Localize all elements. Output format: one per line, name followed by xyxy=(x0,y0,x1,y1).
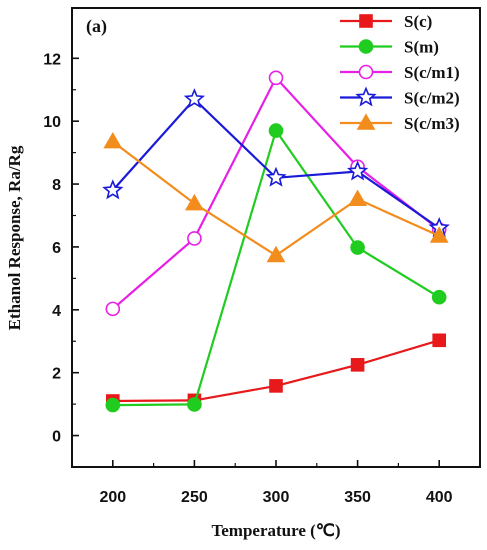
data-point xyxy=(265,166,287,187)
data-point xyxy=(183,88,206,109)
series-line xyxy=(112,140,440,257)
y-axis-label: Ethanol Response, Ra/Rg xyxy=(5,145,24,330)
series-S(c) xyxy=(106,333,447,408)
legend-marker xyxy=(355,86,377,107)
panel-label: (a) xyxy=(86,16,107,37)
data-point xyxy=(266,245,286,263)
data-point xyxy=(350,358,365,372)
data-point xyxy=(102,179,124,200)
x-tick-label: 400 xyxy=(426,489,453,506)
x-tick-label: 200 xyxy=(99,489,126,506)
legend-entry: S(m) xyxy=(340,38,439,57)
y-tick-label: 8 xyxy=(52,177,61,194)
x-tick-label: 300 xyxy=(263,489,290,506)
series-S(m) xyxy=(105,123,447,413)
legend-entry: S(c/m1) xyxy=(340,63,460,82)
y-tick-label: 0 xyxy=(52,429,61,446)
legend-label: S(m) xyxy=(404,38,439,57)
y-tick-label: 10 xyxy=(43,114,61,131)
data-point xyxy=(268,123,284,138)
legend-label: S(c/m3) xyxy=(404,114,460,133)
data-point xyxy=(346,160,369,181)
legend: S(c) S(m) S(c/m1) S(c/m2) S(c/m3) xyxy=(340,12,460,133)
data-point xyxy=(348,189,367,206)
series-S(c/m3) xyxy=(103,132,449,263)
data-point xyxy=(429,226,449,243)
legend-label: S(c/m1) xyxy=(404,63,460,82)
x-tick-label: 250 xyxy=(181,489,208,506)
data-point xyxy=(105,397,121,413)
data-point xyxy=(187,397,202,412)
data-point xyxy=(268,70,284,86)
series-layer xyxy=(102,70,450,413)
series-line xyxy=(111,97,440,230)
data-point xyxy=(350,240,365,255)
legend-entry: S(c/m2) xyxy=(340,86,460,108)
legend-label: S(c/m2) xyxy=(404,89,460,108)
legend-entry: S(c/m3) xyxy=(340,113,460,133)
y-tick-label: 4 xyxy=(52,303,61,320)
data-point xyxy=(187,231,202,246)
y-tick-label: 6 xyxy=(52,240,61,257)
data-point xyxy=(105,301,121,317)
data-point xyxy=(103,132,123,149)
x-tick-label: 350 xyxy=(344,489,371,506)
legend-label: S(c) xyxy=(404,12,432,31)
x-axis-label: Temperature (℃) xyxy=(211,521,340,540)
y-tick-label: 12 xyxy=(43,51,61,68)
legend-marker xyxy=(358,64,374,80)
data-point xyxy=(185,193,204,211)
data-point xyxy=(432,333,447,348)
legend-marker xyxy=(359,14,373,28)
data-point xyxy=(269,379,283,393)
axis-ticks: 200 250 300 350 400 0 2 4 6 8 10 12 xyxy=(43,51,452,506)
series-S(c/m2) xyxy=(102,88,450,237)
legend-entry: S(c) xyxy=(340,12,432,31)
series-S(c/m1) xyxy=(105,70,447,317)
legend-marker xyxy=(356,113,376,130)
legend-marker xyxy=(358,39,374,54)
data-point xyxy=(431,289,447,305)
y-tick-label: 2 xyxy=(52,366,61,383)
